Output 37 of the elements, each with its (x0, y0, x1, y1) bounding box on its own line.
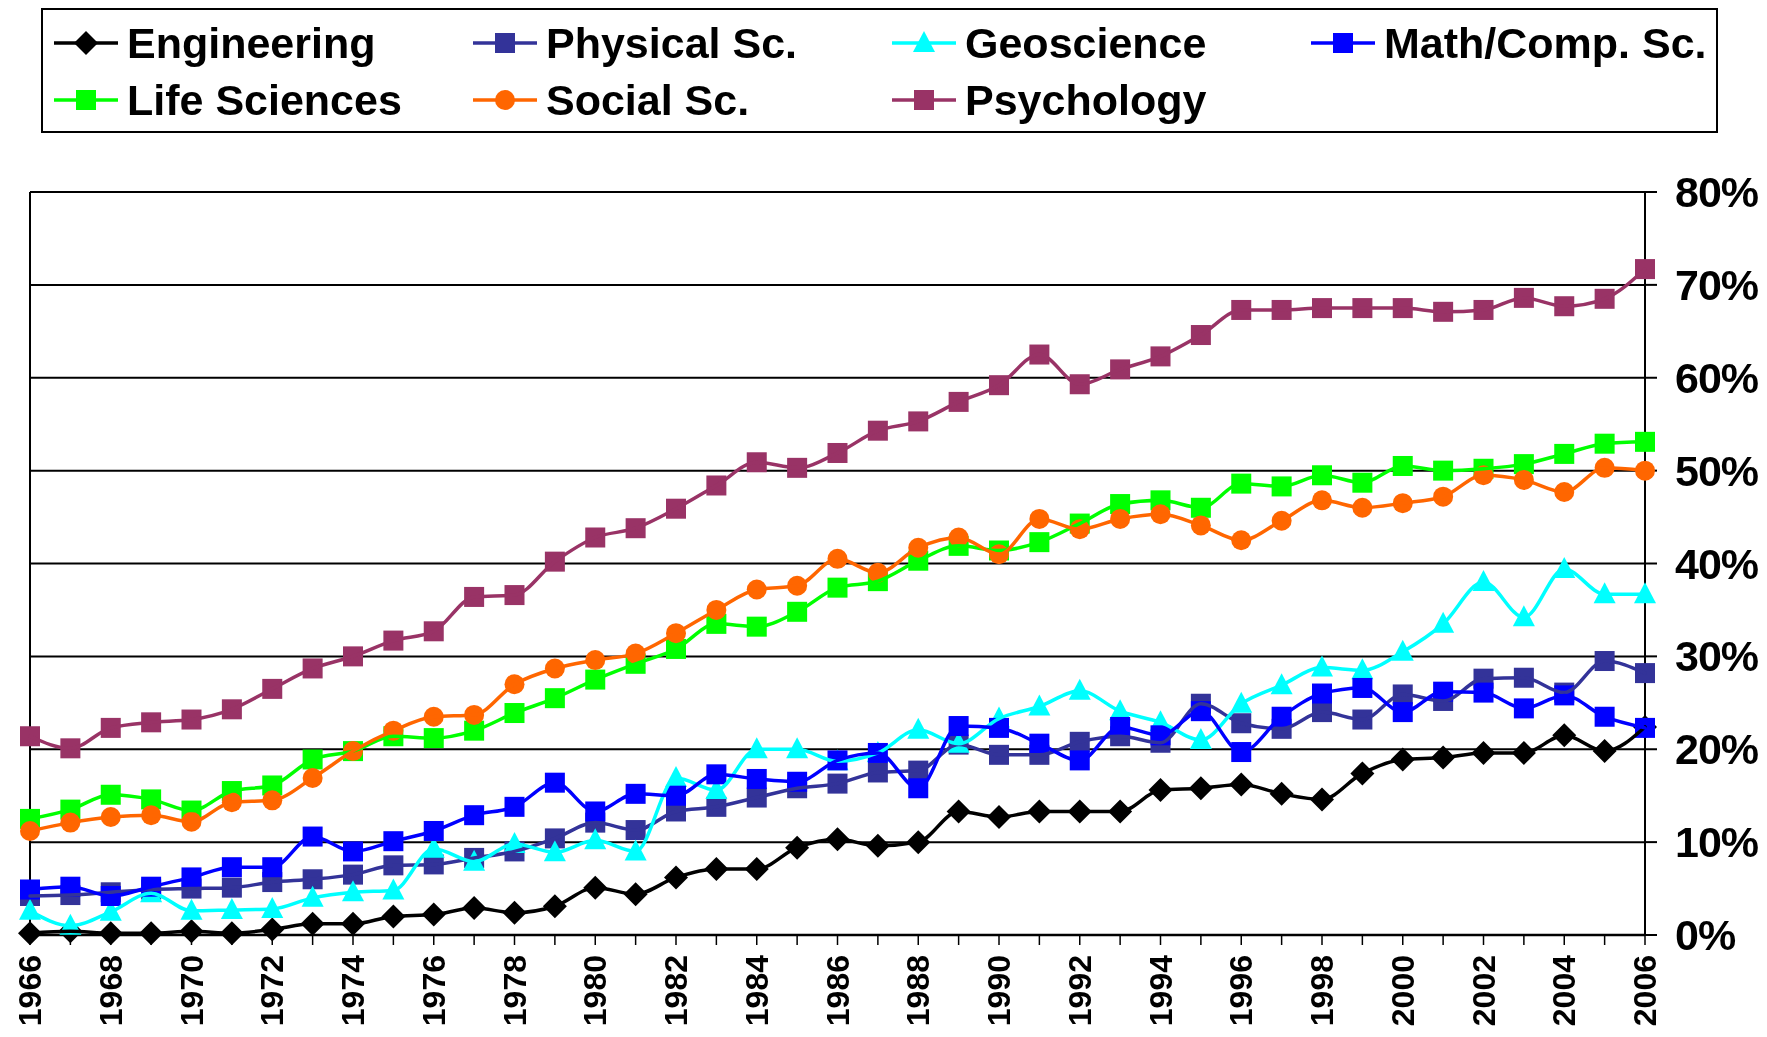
y-tick-label: 60% (1675, 353, 1759, 402)
y-tick-label: 20% (1675, 725, 1759, 774)
legend-label: Math/Comp. Sc. (1384, 19, 1707, 67)
x-tick-label: 2004 (1546, 954, 1583, 1027)
y-tick-label: 80% (1675, 168, 1759, 216)
x-tick-label: 2002 (1465, 955, 1502, 1027)
x-tick-label: 1974 (335, 954, 371, 1027)
x-tick-label: 1996 (1223, 955, 1260, 1027)
legend-label: Geoscience (965, 19, 1207, 67)
x-tick-label: 1986 (819, 955, 856, 1027)
x-tick-label: 1998 (1304, 955, 1340, 1027)
legend-label: Engineering (127, 19, 376, 67)
y-tick-label: 10% (1675, 818, 1759, 867)
x-tick-label: 1982 (658, 955, 694, 1027)
y-tick-label: 70% (1675, 260, 1759, 309)
x-tick-label: 1970 (173, 955, 210, 1027)
legend-label: Psychology (965, 76, 1207, 124)
x-tick-label: 1988 (900, 955, 937, 1027)
x-tick-label: 1990 (981, 955, 1017, 1027)
y-tick-label: 40% (1675, 539, 1759, 588)
x-tick-label: 1978 (496, 955, 533, 1027)
x-tick-label: 1972 (254, 955, 291, 1027)
y-tick-label: 30% (1675, 632, 1759, 681)
x-tick-label: 1992 (1061, 955, 1098, 1027)
x-tick-label: 1966 (12, 955, 48, 1027)
x-tick-label: 1980 (577, 955, 614, 1027)
x-tick-label: 1994 (1142, 954, 1179, 1027)
x-tick-label: 1976 (415, 955, 452, 1027)
y-tick-label: 0% (1675, 911, 1736, 959)
legend-label: Social Sc. (546, 76, 750, 124)
x-tick-label: 1968 (92, 955, 129, 1027)
y-tick-label: 50% (1675, 446, 1759, 495)
legend-label: Physical Sc. (546, 19, 797, 67)
x-tick-label: 1984 (738, 954, 775, 1027)
x-tick-label: 2006 (1627, 955, 1663, 1027)
legend-label: Life Sciences (127, 76, 402, 124)
x-tick-label: 2000 (1384, 955, 1421, 1027)
